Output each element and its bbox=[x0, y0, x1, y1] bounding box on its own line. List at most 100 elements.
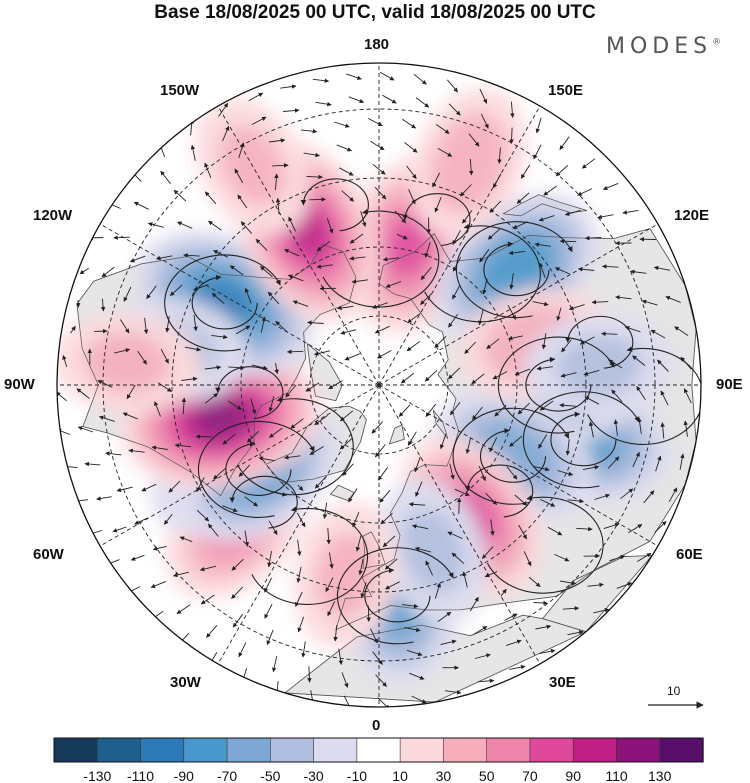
streamline-group bbox=[464, 464, 604, 594]
wind-vector bbox=[665, 295, 681, 303]
wind-vector bbox=[240, 221, 253, 234]
wind-vector bbox=[414, 456, 421, 473]
lon-label-150e: 150E bbox=[548, 82, 584, 99]
wind-vector bbox=[154, 401, 161, 417]
wind-vector bbox=[484, 571, 498, 578]
land-north-america-outline bbox=[76, 243, 357, 497]
wind-vector bbox=[384, 581, 400, 590]
wind-vector bbox=[506, 466, 518, 480]
streamline bbox=[322, 209, 440, 308]
wind-vector bbox=[603, 522, 620, 530]
wind-vector bbox=[594, 493, 611, 500]
wind-vector bbox=[222, 433, 236, 445]
streamlines bbox=[164, 178, 701, 645]
streamline bbox=[300, 178, 369, 232]
wind-vector bbox=[207, 523, 219, 537]
wind-vector bbox=[337, 305, 354, 311]
wind-vector bbox=[509, 435, 523, 447]
wind-vector bbox=[122, 412, 138, 420]
wind-vector bbox=[316, 240, 331, 252]
wind-vector bbox=[77, 426, 94, 433]
wind-vector bbox=[657, 359, 669, 372]
wind-vector bbox=[168, 480, 181, 493]
lon-label-60w: 60W bbox=[33, 546, 64, 563]
wind-vector bbox=[413, 73, 427, 85]
wind-vector bbox=[384, 558, 398, 570]
wind-vector bbox=[244, 287, 252, 304]
wind-vector bbox=[668, 487, 678, 503]
wind-vector bbox=[637, 552, 652, 562]
wind-vector bbox=[303, 152, 320, 158]
wind-vector bbox=[454, 488, 470, 496]
wind-vector bbox=[456, 497, 462, 515]
wind-vector bbox=[128, 448, 145, 454]
wind-vector bbox=[141, 483, 157, 492]
wind-vector bbox=[509, 127, 514, 144]
lon-label-90w: 90W bbox=[4, 376, 35, 393]
wind-vector bbox=[370, 140, 385, 151]
wind-vector bbox=[248, 92, 264, 101]
streamline bbox=[455, 221, 573, 319]
wind-vector bbox=[339, 438, 353, 450]
wind-vector bbox=[57, 391, 67, 402]
streamline bbox=[251, 506, 369, 605]
land-japan-outline bbox=[502, 194, 588, 217]
wind-vector bbox=[622, 209, 639, 215]
wind-vector bbox=[489, 437, 498, 453]
wind-vector bbox=[238, 142, 245, 159]
lon-label-120w: 120W bbox=[33, 207, 73, 224]
wind-vector bbox=[543, 185, 557, 196]
wind-vector bbox=[199, 565, 217, 572]
streamline-group bbox=[215, 366, 354, 496]
wind-vector bbox=[557, 470, 574, 476]
wind-vector bbox=[326, 527, 331, 545]
wind-vector bbox=[377, 697, 390, 707]
wind-vector bbox=[222, 125, 230, 142]
wind-vector bbox=[372, 302, 388, 309]
wind-vector bbox=[655, 455, 662, 472]
streamline bbox=[483, 241, 550, 297]
wind-vector bbox=[309, 446, 324, 456]
wind-vector bbox=[380, 512, 393, 525]
wind-vector bbox=[400, 372, 415, 384]
wind-vector bbox=[409, 672, 425, 680]
wind-vector bbox=[208, 220, 222, 231]
wind-vector bbox=[460, 184, 472, 197]
wind-vector bbox=[264, 603, 273, 619]
wind-vector bbox=[611, 389, 623, 403]
wind-vector bbox=[408, 502, 426, 507]
wind-vector bbox=[601, 264, 619, 269]
wind-vector bbox=[561, 339, 572, 353]
wind-vector bbox=[565, 439, 571, 456]
wind-vector bbox=[113, 348, 131, 354]
wind-vector bbox=[452, 284, 461, 300]
wind-vector bbox=[134, 517, 148, 525]
wind-vector bbox=[156, 255, 173, 261]
wind-vector bbox=[227, 400, 242, 410]
wind-vector bbox=[541, 333, 547, 350]
wind-vector bbox=[193, 314, 198, 332]
wind-vector bbox=[509, 664, 526, 670]
lon-label-180: 180 bbox=[364, 36, 390, 53]
wind-vector bbox=[228, 365, 245, 370]
wind-vector bbox=[415, 481, 423, 497]
wind-vector bbox=[643, 490, 655, 504]
wind-vector bbox=[237, 194, 248, 209]
wind-vector bbox=[465, 437, 472, 454]
wind-vector bbox=[406, 649, 423, 657]
wind-vector bbox=[683, 420, 689, 437]
wind-vector bbox=[584, 396, 600, 405]
wind-vector bbox=[446, 79, 459, 93]
wind-vector bbox=[382, 535, 396, 548]
wind-vector bbox=[250, 398, 257, 415]
wind-vector bbox=[62, 354, 68, 368]
wind-vector bbox=[567, 630, 584, 636]
meridian-line bbox=[378, 384, 659, 547]
wind-vector bbox=[660, 390, 669, 406]
wind-vector bbox=[152, 545, 167, 551]
wind-vector bbox=[567, 498, 584, 504]
streamline bbox=[565, 315, 634, 369]
wind-vector bbox=[437, 148, 453, 157]
wind-vector bbox=[533, 465, 550, 472]
wind-vector bbox=[636, 386, 646, 401]
